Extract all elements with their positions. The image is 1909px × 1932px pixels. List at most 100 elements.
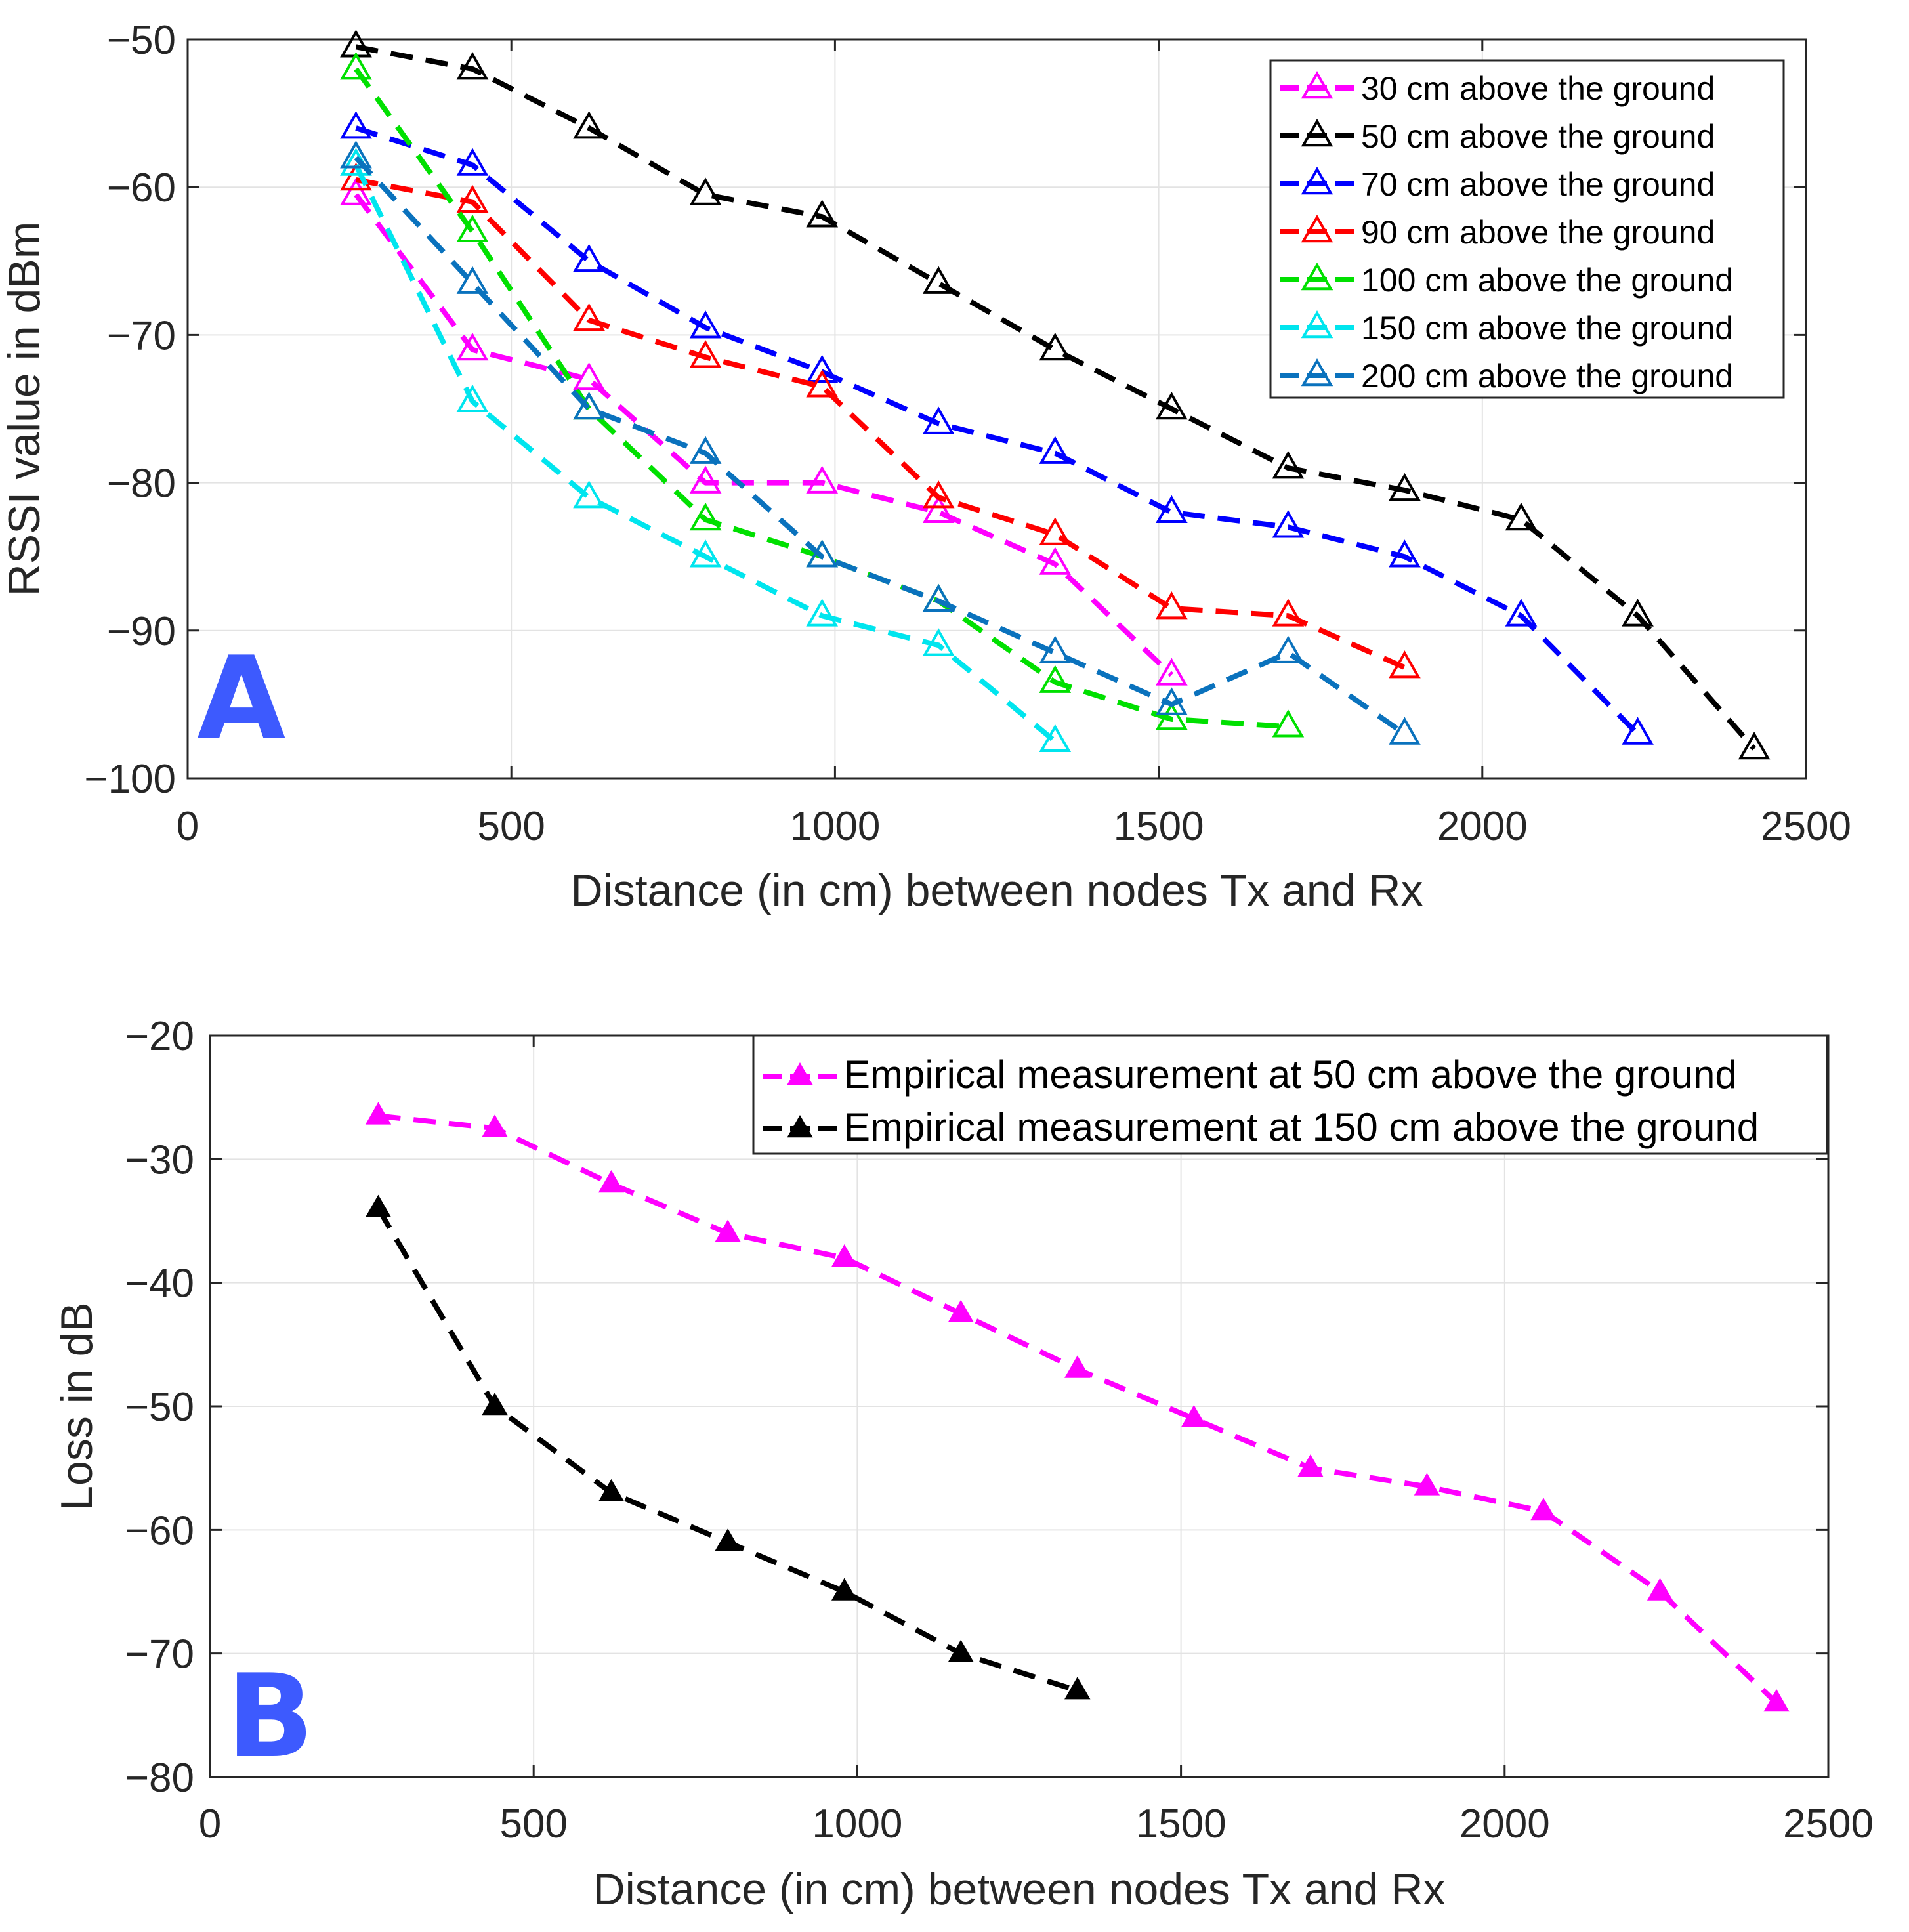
data-point-marker [1039,436,1072,464]
data-point-marker [1389,650,1421,679]
x-tick-label: 2000 [1437,804,1528,849]
data-point-marker [806,598,839,627]
legend-entry: 200 cm above the ground [1280,358,1733,394]
legend-label: Empirical measurement at 50 cm above the… [844,1053,1737,1097]
y-axis-label: Loss in dB [52,1302,102,1511]
data-point-marker [1155,702,1188,730]
x-axis-label: Distance (in cm) between nodes Tx and Rx [593,1864,1446,1914]
y-tick-label: −90 [107,609,176,654]
legend: 30 cm above the ground 50 cm above the gr… [1269,59,1785,399]
legend-label: 90 cm above the ground [1361,214,1715,251]
data-point-marker [1064,1677,1091,1700]
data-point-marker [365,1102,392,1125]
data-point-marker [831,1244,858,1267]
data-point-marker [689,502,722,531]
data-point-marker [1530,1498,1557,1521]
data-point-marker [1155,687,1188,715]
legend-box [752,1034,1828,1155]
legend-marker [1301,262,1333,291]
data-point-marker [806,539,839,568]
data-point-marker [1389,539,1421,568]
x-tick-label: 1000 [812,1801,902,1847]
data-point-marker [1622,598,1654,627]
panel-label: A [197,633,285,766]
legend-entry: 100 cm above the ground [1280,262,1733,299]
series-line [355,125,1640,736]
data-point-marker [689,340,722,368]
data-point-marker [340,111,372,139]
data-point-marker [365,1194,392,1217]
series-6 [340,148,1072,752]
chart-b: 0 500 1000 1500 2000 2500 −20 −30 −40 −50 −60 −70 −8… [52,1014,1874,1914]
legend-entry: Empirical measurement at 150 cm above th… [763,1105,1759,1149]
legend: Empirical measurement at 50 cm above the… [752,1034,1828,1155]
data-point-marker [573,480,605,509]
data-point-marker [1272,709,1305,738]
data-point-marker [1155,591,1188,620]
x-tick-label: 2500 [1783,1801,1874,1847]
data-point-marker [1389,717,1421,745]
data-point-marker [1155,658,1188,686]
legend-marker [1301,358,1333,387]
series-line [354,156,1406,736]
data-point-marker [922,495,955,523]
legend-marker [1301,310,1333,339]
data-point-marker [1039,517,1072,545]
series-line [355,44,1757,751]
data-point-marker [715,1219,741,1242]
legend-marker [1301,214,1333,243]
data-point-marker [806,369,839,398]
legend-entry: 70 cm above the ground [1280,166,1715,203]
series-2 [340,30,1771,760]
data-point-marker [922,628,955,656]
data-point-marker [1039,547,1072,575]
legend-entry: 30 cm above the ground [1280,70,1715,107]
data-point-marker [922,480,955,509]
x-tick-label: 0 [177,804,199,849]
data-point-marker [1763,1689,1790,1712]
data-point-marker [1039,332,1072,361]
data-point-marker [340,52,372,80]
x-tick-label: 2000 [1459,1801,1550,1847]
legend-marker [787,1114,813,1138]
data-point-marker [1155,495,1188,523]
x-tick-label: 0 [199,1801,221,1847]
chart-a: 0 500 1000 1500 2000 2500 −50 −60 −70 −80 −90 −100 D… [0,18,1851,915]
legend-label: 150 cm above the ground [1361,310,1733,346]
legend-box [1269,59,1785,399]
data-point-marker [1181,1404,1207,1428]
data-point-marker [1622,717,1654,745]
data-point-marker [573,111,605,139]
data-point-marker [831,1578,858,1601]
data-point-marker [1738,731,1771,760]
series-line [353,163,1057,744]
x-tick-label: 1500 [1114,804,1204,849]
x-tick-label: 500 [499,1801,567,1847]
legend-label: 70 cm above the ground [1361,166,1715,203]
data-point-marker [806,354,839,383]
y-tick-label: −80 [107,461,176,507]
y-tick-label: −80 [125,1755,194,1801]
series-1 [340,177,1188,686]
data-point-marker [689,310,722,339]
y-tick-label: −30 [125,1137,194,1183]
data-point-marker [1272,451,1305,479]
y-tick-label: −40 [125,1261,194,1307]
legend-entry: Empirical measurement at 50 cm above the… [763,1053,1737,1097]
legend-marker [1301,166,1333,195]
data-point-marker [715,1528,741,1551]
data-point-marker [689,465,722,494]
data-point-marker [922,406,955,434]
legend-entry: 50 cm above the ground [1280,118,1715,155]
data-point-marker [456,384,489,413]
data-point-marker [1297,1454,1324,1477]
data-point-marker [1039,724,1072,752]
legend-label: 100 cm above the ground [1361,262,1733,299]
data-point-marker [456,214,489,243]
data-point-marker [1647,1578,1673,1601]
x-tick-label: 2500 [1761,804,1851,849]
legend-label: 30 cm above the ground [1361,70,1715,107]
y-tick-label: −50 [125,1385,194,1430]
data-point-marker [1272,598,1305,627]
series-3 [340,111,1654,745]
